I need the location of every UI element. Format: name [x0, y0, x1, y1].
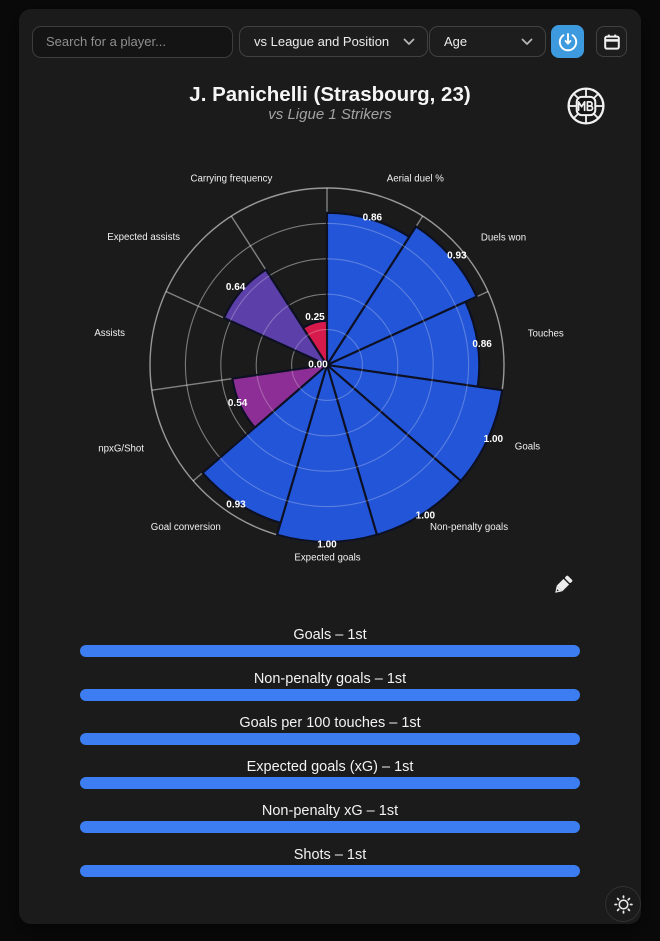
svg-text:0.25: 0.25	[305, 312, 325, 323]
svg-text:Carrying frequency: Carrying frequency	[190, 174, 272, 185]
svg-text:1.00: 1.00	[317, 539, 337, 550]
svg-text:0.00: 0.00	[308, 359, 328, 370]
svg-text:1.00: 1.00	[484, 434, 504, 445]
svg-text:0.86: 0.86	[363, 213, 383, 224]
svg-text:0.93: 0.93	[226, 499, 246, 510]
svg-text:Duels won: Duels won	[481, 232, 526, 243]
svg-text:1.00: 1.00	[416, 511, 436, 522]
svg-text:Expected assists: Expected assists	[107, 232, 180, 243]
svg-text:Goal conversion: Goal conversion	[151, 522, 221, 533]
svg-text:Assists: Assists	[94, 328, 125, 339]
svg-text:Expected goals: Expected goals	[294, 552, 360, 563]
svg-text:Non-penalty goals: Non-penalty goals	[430, 522, 508, 533]
svg-text:0.64: 0.64	[226, 282, 246, 293]
svg-text:0.86: 0.86	[472, 339, 492, 350]
svg-text:0.93: 0.93	[447, 250, 467, 261]
svg-text:Goals: Goals	[515, 442, 540, 453]
svg-text:Touches: Touches	[528, 328, 564, 339]
svg-text:Aerial duel %: Aerial duel %	[387, 174, 444, 185]
svg-text:0.54: 0.54	[228, 398, 248, 409]
svg-text:npxG/Shot: npxG/Shot	[98, 443, 144, 454]
